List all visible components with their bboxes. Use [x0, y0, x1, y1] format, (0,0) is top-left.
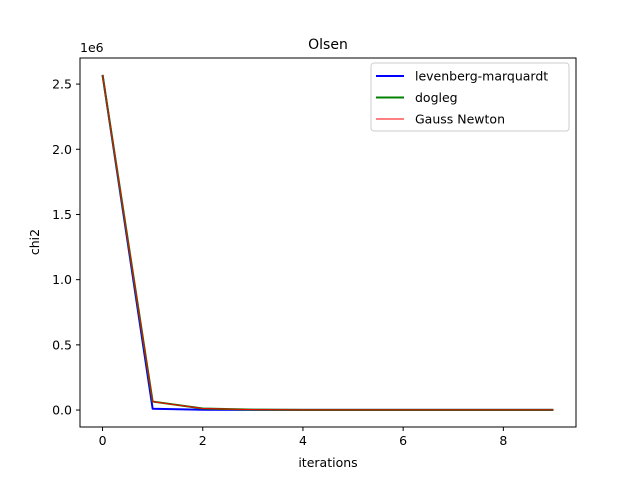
y-axis-label: chi2 [27, 229, 42, 255]
plot-area: 0 2 4 6 8 0.0 0.5 1.0 1.5 2.0 2.5 [52, 57, 577, 448]
y-tick-label: 2.5 [52, 77, 72, 92]
legend-label-1: dogleg [415, 90, 458, 105]
y-tick-label: 0.5 [52, 337, 72, 352]
x-tick-label: 0 [99, 433, 107, 448]
y-tick-label: 1.0 [52, 272, 72, 287]
x-tick-label: 6 [399, 433, 407, 448]
x-tick-label: 2 [199, 433, 207, 448]
y-offset-label: 1e6 [80, 40, 104, 55]
x-tick-label: 4 [299, 433, 307, 448]
axes-frame [79, 57, 577, 428]
x-axis-label: iterations [298, 455, 357, 470]
y-tick-label: 1.5 [52, 207, 72, 222]
legend-label-2: Gauss Newton [415, 112, 505, 127]
legend-box [370, 62, 570, 132]
legend: levenberg-marquardt dogleg Gauss Newton [370, 62, 570, 132]
x-tick-label: 8 [499, 433, 507, 448]
y-tick-label: 2.0 [52, 142, 72, 157]
chart-title: Olsen [308, 37, 348, 53]
series-line-2 [102, 74, 554, 411]
y-tick-label: 0.0 [52, 403, 72, 418]
legend-label-0: levenberg-marquardt [415, 69, 548, 84]
